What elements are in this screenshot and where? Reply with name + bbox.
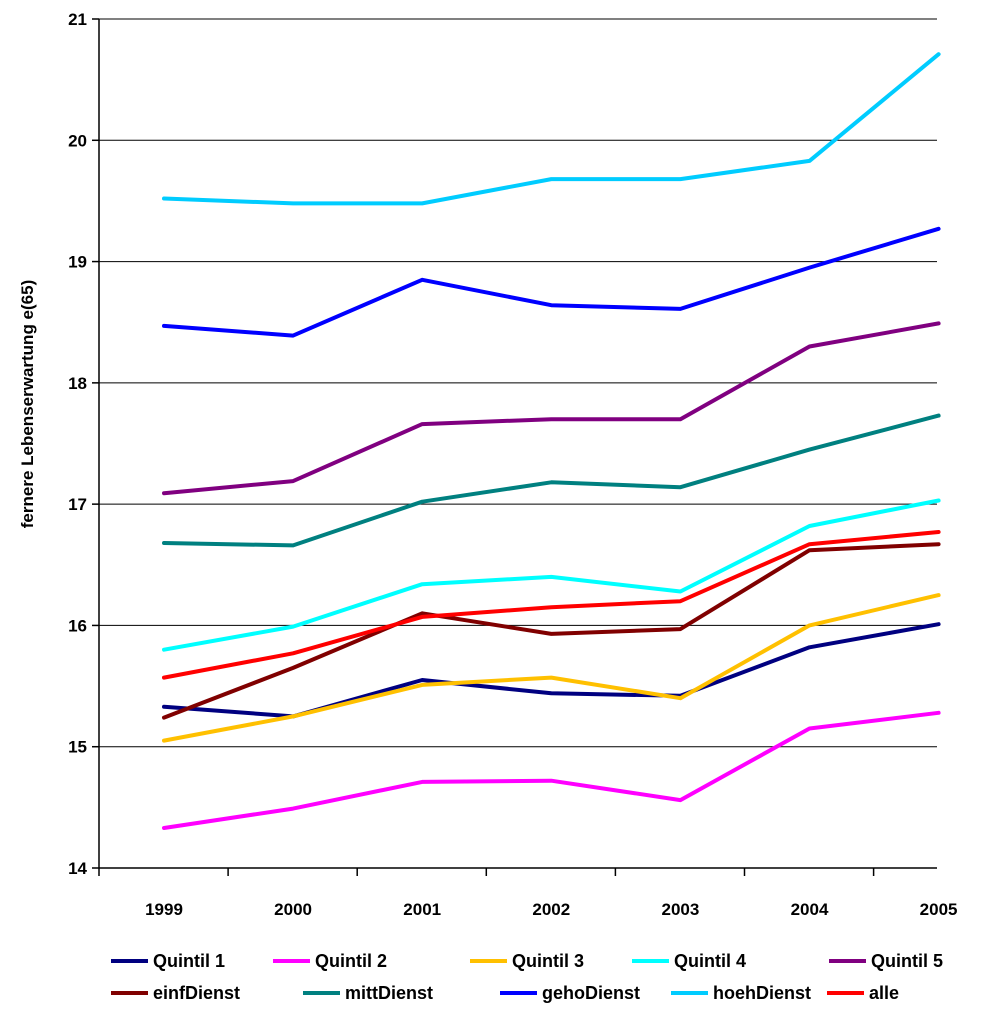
legend-label: Quintil 2 <box>315 951 387 971</box>
legend: Quintil 1 Quintil 2 Quintil 3 Quintil 4 Quin… <box>111 951 943 1003</box>
series-line-hoehdienst <box>162 52 941 206</box>
y-tick-labels: 14 15 16 17 18 19 20 21 <box>68 10 87 878</box>
legend-item: Quintil 3 <box>470 951 584 971</box>
x-tick-label: 1999 <box>145 900 183 919</box>
legend-label: einfDienst <box>153 983 240 1003</box>
y-tick-label: 21 <box>68 10 87 29</box>
legend-item: Quintil 4 <box>632 951 746 971</box>
legend-label: Quintil 5 <box>871 951 943 971</box>
legend-item: alle <box>827 983 899 1003</box>
gridlines <box>99 18 937 748</box>
series-line-alle <box>162 530 941 680</box>
legend-label: hoehDienst <box>713 983 811 1003</box>
legend-item: Quintil 5 <box>829 951 943 971</box>
series-line-quintil-4 <box>162 498 941 652</box>
axes <box>92 18 937 876</box>
legend-label: mittDienst <box>345 983 433 1003</box>
series-line-quintil-5 <box>162 321 941 496</box>
y-tick-label: 18 <box>68 374 87 393</box>
legend-label: alle <box>869 983 899 1003</box>
legend-item: mittDienst <box>303 983 433 1003</box>
y-tick-label: 14 <box>68 859 87 878</box>
series-line-quintil-3 <box>162 593 941 743</box>
x-tick-label: 2000 <box>274 900 312 919</box>
y-tick-label: 15 <box>68 738 87 757</box>
y-tick-label: 20 <box>68 131 87 150</box>
series-line-einfdienst <box>162 542 941 720</box>
series-line-quintil-2 <box>162 710 941 830</box>
x-tick-label: 2005 <box>920 900 958 919</box>
x-tick-label: 2004 <box>791 900 829 919</box>
x-tick-label: 2002 <box>532 900 570 919</box>
legend-label: Quintil 1 <box>153 951 225 971</box>
x-tick-label: 2003 <box>661 900 699 919</box>
y-tick-label: 17 <box>68 495 87 514</box>
legend-item: einfDienst <box>111 983 240 1003</box>
series-line-mittdienst <box>162 413 941 548</box>
legend-label: Quintil 4 <box>674 951 746 971</box>
y-tick-label: 19 <box>68 253 87 272</box>
legend-item: gehoDienst <box>500 983 640 1003</box>
legend-item: Quintil 2 <box>273 951 387 971</box>
series-lines <box>162 52 941 830</box>
series-line-quintil-1 <box>162 622 941 719</box>
x-tick-labels: 1999 2000 2001 2002 2003 2004 2005 <box>145 900 957 919</box>
legend-label: gehoDienst <box>542 983 640 1003</box>
x-tick-label: 2001 <box>403 900 441 919</box>
y-tick-label: 16 <box>68 616 87 635</box>
legend-item: hoehDienst <box>671 983 811 1003</box>
y-axis-title: fernere Lebenserwartung e(65) <box>18 280 37 528</box>
legend-label: Quintil 3 <box>512 951 584 971</box>
series-line-gehodienst <box>162 226 941 338</box>
legend-item: Quintil 1 <box>111 951 225 971</box>
